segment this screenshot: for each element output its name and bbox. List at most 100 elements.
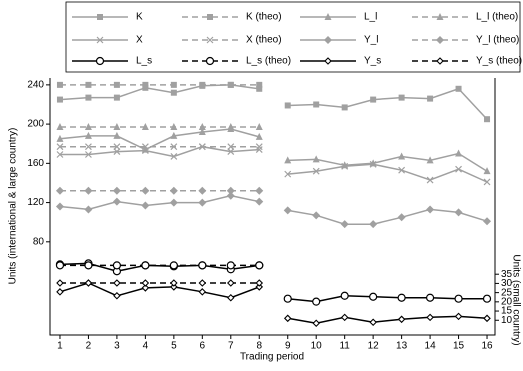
marker xyxy=(84,186,93,195)
legend-marker xyxy=(436,57,444,65)
marker xyxy=(369,160,377,168)
legend-label: K xyxy=(136,12,143,23)
marker xyxy=(170,123,178,131)
marker xyxy=(484,116,491,123)
x-tick-label: 11 xyxy=(339,341,350,352)
y-tick-label: 80 xyxy=(33,236,45,247)
marker xyxy=(141,284,150,292)
marker xyxy=(397,293,406,302)
marker xyxy=(84,205,93,214)
legend-marker xyxy=(206,36,214,44)
legend-marker xyxy=(324,13,332,20)
legend-marker xyxy=(207,14,213,20)
marker xyxy=(255,123,263,131)
legend-marker xyxy=(436,13,444,20)
marker xyxy=(483,178,491,186)
y2-axis-label: Units (small country) xyxy=(510,254,521,345)
marker xyxy=(255,261,264,270)
marker xyxy=(227,123,235,131)
marker xyxy=(340,313,349,322)
marker xyxy=(284,170,292,178)
marker xyxy=(55,202,64,211)
marker xyxy=(56,288,64,296)
marker xyxy=(255,279,264,287)
y-tick-label: 120 xyxy=(27,197,44,208)
marker xyxy=(398,94,405,101)
legend-marker xyxy=(205,56,215,66)
marker xyxy=(170,279,178,287)
marker xyxy=(226,261,235,270)
marker xyxy=(141,261,150,270)
legend-label: Y_l xyxy=(364,35,378,46)
marker xyxy=(426,156,434,164)
marker xyxy=(198,288,207,296)
legend-label: L_l (theo) xyxy=(476,12,518,23)
x-axis-label: Trading period xyxy=(240,352,304,363)
x-tick-label: 10 xyxy=(311,341,323,352)
marker xyxy=(198,198,207,207)
marker xyxy=(56,134,64,142)
marker xyxy=(483,217,492,226)
marker xyxy=(198,186,207,195)
axes xyxy=(49,78,496,336)
marker xyxy=(84,131,92,139)
marker xyxy=(113,143,121,151)
legend-label: L_s xyxy=(136,56,152,67)
legend-marker xyxy=(324,57,332,65)
marker xyxy=(112,186,121,195)
marker xyxy=(141,143,149,151)
marker xyxy=(141,201,150,210)
legend-label: Y_s xyxy=(364,56,381,67)
marker xyxy=(113,131,121,139)
marker xyxy=(312,211,321,220)
marker xyxy=(227,143,235,151)
marker xyxy=(56,151,64,158)
legend-label: X xyxy=(136,35,143,46)
marker xyxy=(84,279,93,287)
marker xyxy=(340,220,349,229)
marker xyxy=(312,319,320,328)
legend-label: X (theo) xyxy=(246,35,282,46)
marker xyxy=(226,191,235,200)
marker xyxy=(170,283,178,291)
marker xyxy=(141,186,150,195)
series-line xyxy=(59,282,488,324)
marker xyxy=(483,167,491,175)
marker xyxy=(85,81,92,88)
legend-marker xyxy=(97,14,103,20)
marker xyxy=(113,291,121,300)
marker xyxy=(255,197,264,206)
marker xyxy=(341,162,349,170)
marker xyxy=(169,261,178,270)
marker xyxy=(283,314,292,323)
y2-tick-label: 35 xyxy=(501,269,513,280)
marker xyxy=(142,81,149,88)
x-tick-label: 15 xyxy=(453,341,465,352)
legend-label: L_s (theo) xyxy=(246,56,291,67)
x-tick-label: 1 xyxy=(57,341,63,352)
series-line xyxy=(59,128,488,172)
marker xyxy=(113,81,120,88)
marker xyxy=(397,213,406,222)
marker xyxy=(454,294,463,303)
y2-tick-label: 15 xyxy=(501,306,513,317)
marker xyxy=(397,315,406,324)
legend-marker xyxy=(95,56,105,66)
marker xyxy=(227,81,234,88)
marker xyxy=(340,291,349,300)
marker xyxy=(85,143,92,151)
marker xyxy=(312,167,320,175)
marker xyxy=(113,123,121,131)
marker xyxy=(256,85,263,92)
y-tick-label: 200 xyxy=(27,119,44,130)
marker xyxy=(227,293,235,302)
marker xyxy=(85,151,92,158)
marker xyxy=(341,104,348,111)
marker xyxy=(312,297,321,306)
marker xyxy=(454,208,463,217)
marker xyxy=(112,197,121,206)
y2-tick-label: 25 xyxy=(501,287,513,298)
marker xyxy=(455,165,462,173)
marker xyxy=(483,314,491,323)
